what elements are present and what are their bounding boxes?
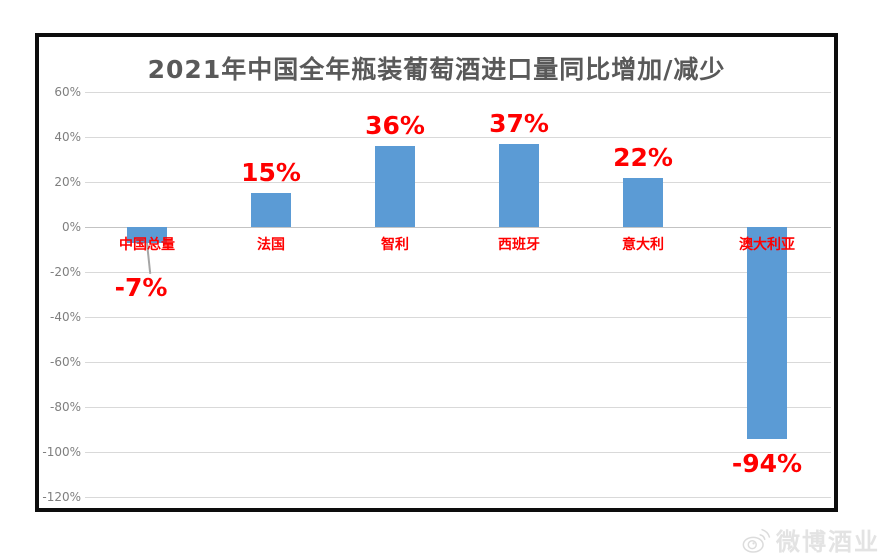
bar [747,227,787,439]
value-label: 22% [613,142,673,172]
watermark: 微博酒业 [741,522,880,557]
bar [251,193,291,227]
y-axis-tick-label: -40% [49,310,81,324]
watermark-text: 微博酒业 [776,528,880,556]
category-label: 西班牙 [498,237,540,253]
y-axis-tick-label: 60% [54,85,81,99]
y-axis-tick-label: 40% [54,130,81,144]
category-label: 法国 [257,237,285,253]
category-label: 中国总量 [119,237,175,253]
y-axis-tick-label: 20% [54,175,81,189]
value-label: 37% [489,108,549,138]
value-label: 15% [241,158,301,188]
gridline [85,137,831,138]
y-axis-tick-label: -20% [49,265,81,279]
y-axis-tick-label: -100% [42,445,81,459]
plot-area: 60% 40% 20% 0% -20% -40% -60% -80% -100% -120% 中国总… [39,37,834,508]
gridline [85,227,831,228]
gridline [85,92,831,93]
gridline [85,362,831,363]
value-label: -7% [114,272,168,302]
category-label: 澳大利亚 [739,237,795,253]
gridline [85,407,831,408]
gridline [85,272,831,273]
gridline [85,182,831,183]
gridline [85,497,831,498]
y-axis-tick-label: -60% [49,355,81,369]
chart-frame: 2021年中国全年瓶装葡萄酒进口量同比增加/减少 60% 40% 20% 0% -20%… [35,33,838,512]
category-label: 智利 [381,237,409,253]
y-axis-tick-label: 0% [61,220,81,234]
value-label: 36% [365,111,425,140]
y-axis-tick-label: -120% [42,490,81,504]
bar [127,227,167,243]
y-axis-tick-label: -80% [49,400,81,414]
bar [499,143,539,227]
chart-title: 2021年中国全年瓶装葡萄酒进口量同比增加/减少 [147,55,726,84]
bar [375,146,415,227]
gridline [85,452,831,453]
value-label: -94% [731,448,803,478]
bar [623,177,663,227]
category-label: 意大利 [622,237,664,253]
weibo-icon [742,528,771,553]
gridline [85,317,831,318]
